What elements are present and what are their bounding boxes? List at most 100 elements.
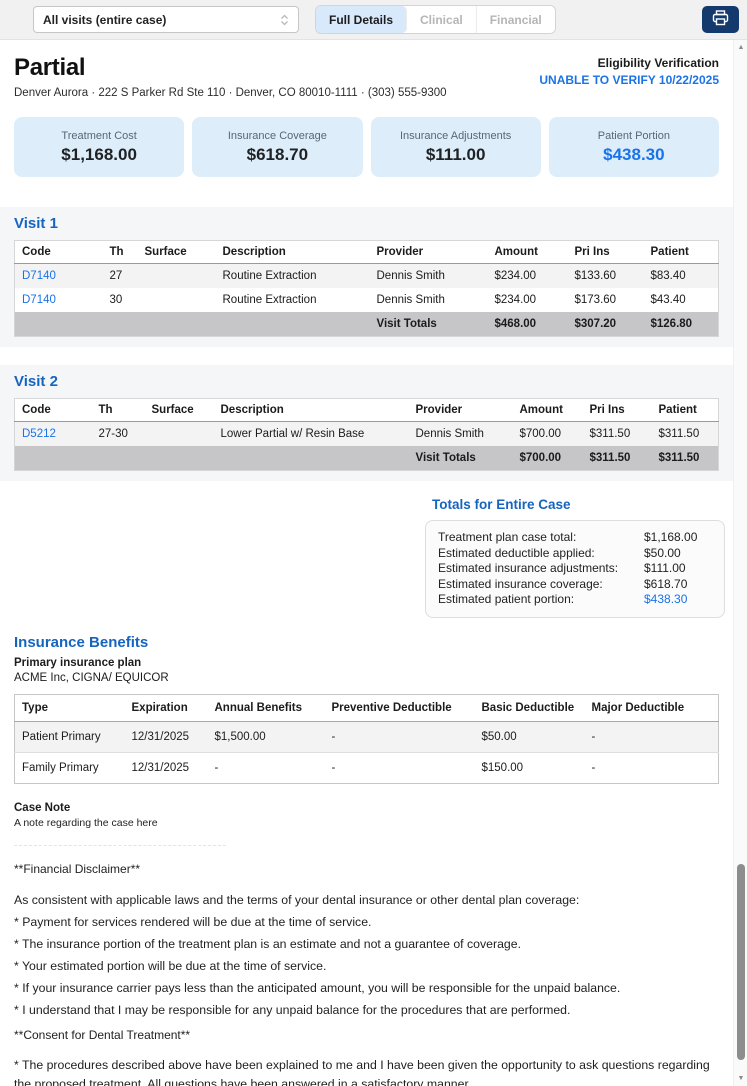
table-cell: 27 — [102, 263, 138, 288]
benefits-table: Type Expiration Annual Benefits Preventive … — [14, 693, 719, 784]
table-row: D7140 30 Routine Extraction Dennis Smith $23… — [15, 288, 719, 312]
table-cell: Patient Primary — [14, 721, 125, 753]
table-cell: $700.00 — [512, 421, 583, 446]
column-header: Description — [215, 240, 370, 264]
column-header: Type — [14, 694, 125, 722]
insurance-benefits-title: Insurance Benefits — [14, 633, 149, 651]
eligibility-status-link[interactable]: UNABLE TO VERIFY 10/22/2025 — [539, 73, 719, 87]
table-cell: - — [214, 761, 219, 774]
consent-line: * The procedures described above have be… — [14, 1057, 710, 1086]
procedure-code-link[interactable]: D5212 — [14, 421, 92, 446]
case-note-title: Case Note — [14, 801, 71, 814]
visit-section: Visit 1 Code Th Surface Description Provider A… — [0, 207, 733, 347]
table-cell — [213, 446, 409, 471]
visit-total-pri-ins: $307.20 — [567, 312, 644, 337]
office-address: Denver Aurora · 222 S Parker Rd Ste 110 … — [14, 87, 447, 99]
column-header: Code — [14, 398, 92, 422]
case-total-row: Treatment plan case total: $1,168.00 — [438, 530, 712, 546]
disclaimer-line: * Your estimated portion will be due at … — [14, 958, 327, 973]
summary-card: Patient Portion $438.30 — [548, 117, 719, 177]
table-cell — [102, 312, 138, 337]
column-header: Basic Deductible — [474, 694, 585, 722]
disclaimer-line: * I understand that I may be responsible… — [14, 1002, 571, 1017]
case-total-value: $438.30 — [644, 592, 688, 606]
scrollbar-thumb[interactable] — [737, 864, 745, 1060]
table-cell: Lower Partial w/ Resin Base — [213, 421, 409, 446]
case-total-label: Treatment plan case total: — [438, 530, 577, 544]
table-cell: 12/31/2025 — [124, 721, 208, 753]
visit-title: Visit 1 — [14, 215, 58, 232]
card-value: $618.70 — [246, 144, 309, 164]
procedures-table: Code Th Surface Description Provider Amount Pr… — [14, 240, 719, 337]
column-header: Surface — [137, 240, 216, 264]
detail-level-tabs: Full Details Clinical Financial — [315, 5, 556, 34]
scroll-up-arrow[interactable]: ▲ — [737, 44, 745, 51]
select-stepper-icon — [280, 14, 289, 26]
column-header: Annual Benefits — [207, 694, 325, 722]
visit-total-pri-ins: $311.50 — [582, 446, 652, 471]
case-total-value: $1,168.00 — [644, 530, 698, 544]
financial-disclaimer-heading: **Financial Disclaimer** — [14, 861, 141, 876]
scroll-down-arrow[interactable]: ▼ — [737, 1075, 745, 1082]
summary-card: Insurance Coverage $618.70 — [192, 117, 363, 177]
page-title: Partial — [14, 54, 86, 81]
table-cell: Dennis Smith — [369, 263, 488, 288]
case-total-row: Estimated insurance coverage: $618.70 — [438, 577, 712, 593]
table-cell — [91, 446, 145, 471]
summary-cards: Treatment Cost $1,168.00 Insurance Coverag… — [14, 117, 719, 177]
disclaimer-line: * Payment for services rendered will be … — [14, 914, 372, 929]
visit-total-patient: $311.50 — [651, 446, 719, 471]
case-total-label: Estimated deductible applied: — [438, 545, 595, 560]
tab-financial[interactable]: Financial — [476, 6, 555, 33]
case-total-label: Estimated patient portion: — [438, 592, 575, 606]
column-header: Provider — [369, 240, 488, 264]
column-header: Pri Ins — [582, 398, 652, 422]
visit-total-amount: $700.00 — [512, 446, 583, 471]
case-total-value: $111.00 — [644, 561, 686, 575]
column-header: Surface — [144, 398, 214, 422]
card-label: Insurance Coverage — [227, 129, 327, 142]
table-cell: - — [324, 721, 475, 753]
visit-totals-label: Visit Totals — [408, 446, 513, 471]
card-value: $111.00 — [425, 144, 486, 164]
eligibility-verification-label: Eligibility Verification — [597, 56, 719, 70]
table-row: D7140 27 Routine Extraction Dennis Smith $23… — [14, 263, 719, 288]
card-label: Treatment Cost — [61, 129, 137, 142]
table-row: D5212 27-30 Lower Partial w/ Resin Base Den… — [14, 421, 719, 446]
procedure-code-link[interactable]: D7140 — [14, 263, 103, 288]
card-value: $438.30 — [603, 144, 665, 164]
table-row: Family Primary 12/31/2025 - - $150.00 - — [15, 752, 719, 783]
table-row: Patient Primary 12/31/2025 $1,500.00- $50.0… — [14, 721, 719, 753]
tab-clinical[interactable]: Clinical — [407, 6, 477, 33]
column-header: Provider — [408, 398, 513, 422]
table-cell: $50.00 — [474, 721, 585, 753]
vertical-scrollbar[interactable]: ▲ ▼ — [733, 40, 747, 1086]
table-cell: - — [331, 761, 336, 774]
consent-heading: **Consent for Dental Treatment** — [14, 1027, 191, 1042]
table-cell: $43.40 — [650, 294, 686, 306]
tab-full-details[interactable]: Full Details — [316, 6, 408, 33]
column-header: Code — [14, 240, 103, 264]
column-header: Description — [213, 398, 409, 422]
print-button[interactable] — [702, 6, 739, 33]
column-header: Preventive Deductible — [324, 694, 475, 722]
table-cell — [137, 263, 216, 288]
toolbar: All visits (entire case) Full Details Cli… — [0, 0, 747, 40]
table-cell: $173.60 — [574, 294, 617, 306]
table-cell — [14, 312, 103, 337]
case-total-row: Estimated patient portion: $438.30 — [438, 592, 712, 608]
table-cell: 27-30 — [91, 421, 145, 446]
card-label: Insurance Adjustments — [399, 129, 512, 142]
visit-filter-select[interactable]: All visits (entire case) — [33, 6, 299, 33]
summary-card: Insurance Adjustments $111.00 — [370, 117, 541, 177]
case-total-row: Estimated deductible applied: $50.00 — [438, 546, 712, 562]
table-cell — [14, 446, 92, 471]
table-cell: - — [591, 761, 596, 774]
procedure-code-link[interactable]: D7140 — [22, 294, 56, 306]
table-header-row: Code Th Surface Description Provider Amount Pr… — [14, 398, 719, 422]
column-header: Expiration — [124, 694, 208, 722]
plan-name: ACME Inc, CIGNA/ EQUICOR — [14, 671, 169, 684]
column-header: Major Deductible — [584, 694, 719, 722]
visit-title: Visit 2 — [14, 373, 58, 390]
disclaimer-line: As consistent with applicable laws and t… — [14, 892, 580, 907]
